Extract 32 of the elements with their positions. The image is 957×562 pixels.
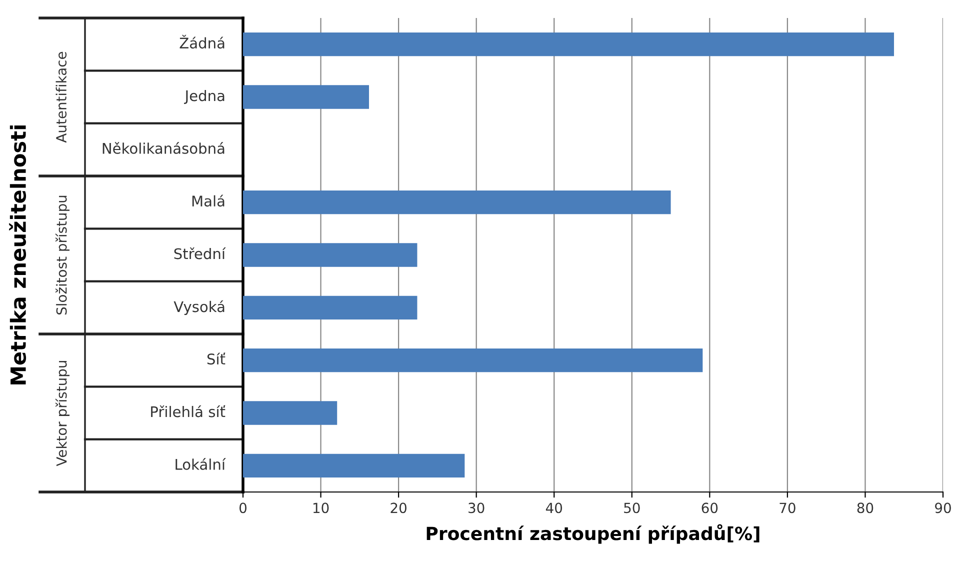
x-tick-label: 40 [546, 502, 562, 514]
x-tick-label: 30 [468, 502, 484, 514]
x-axis-title: Procentní zastoupení případů[%] [426, 524, 760, 544]
y-tick-label: Malá [192, 194, 224, 207]
bar [243, 243, 418, 267]
x-tick-label: 70 [780, 502, 796, 514]
y-axis-title: Metrika zneužitelnosti [9, 126, 26, 384]
text: Vektor přístupu [56, 360, 70, 466]
y-tick-label: Jedna [184, 90, 224, 104]
y-tick-label: Síť [207, 352, 226, 365]
y-tick-label: Střední [174, 247, 226, 260]
x-tick-label: 20 [390, 502, 406, 514]
y-tick-label: Přilehlá síť [151, 405, 226, 418]
bar [243, 85, 369, 109]
bar [243, 348, 703, 372]
bar [243, 296, 418, 320]
x-tick-label: 90 [935, 502, 951, 514]
bar [243, 401, 338, 425]
text: Autentifikace [56, 52, 67, 143]
bar [243, 190, 671, 214]
x-tick-label: 60 [702, 502, 718, 514]
bar [243, 32, 894, 56]
y-tick-label: Žádná [180, 34, 224, 49]
x-tick-label: 0 [239, 502, 246, 514]
text: Složitost přístupu [56, 196, 70, 315]
bar [243, 454, 465, 478]
x-tick-label: 50 [624, 502, 640, 514]
x-tick-label: 80 [857, 502, 874, 514]
y-tick-label: Několikanásobná [102, 142, 224, 154]
y-tick-label: Vysoká [174, 300, 224, 316]
x-tick-label: 10 [313, 502, 329, 514]
y-tick-label: Lokální [176, 458, 226, 470]
